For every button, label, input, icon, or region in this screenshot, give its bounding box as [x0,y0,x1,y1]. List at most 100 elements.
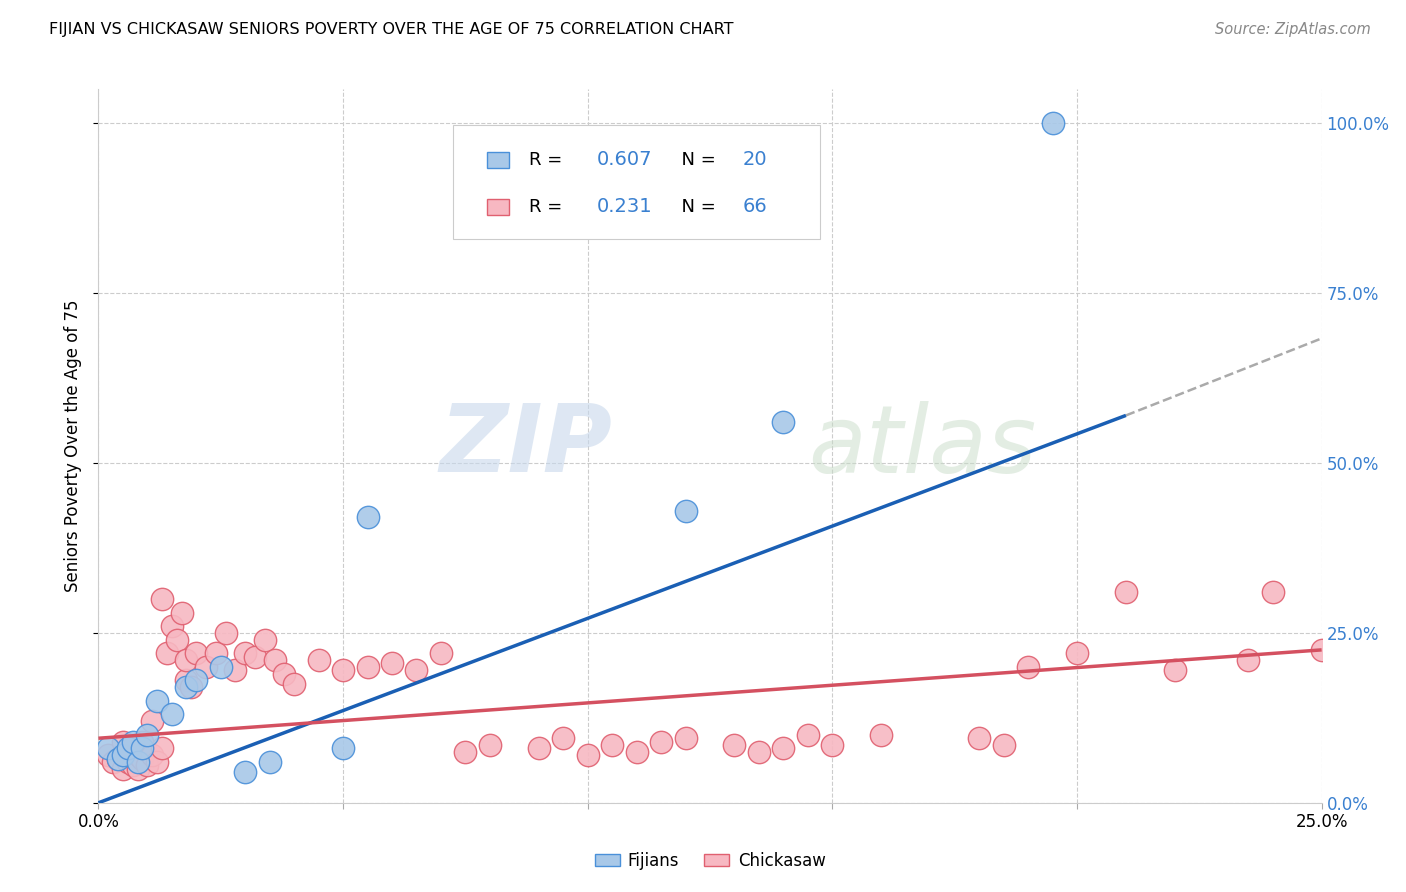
Point [117,755,139,769]
Text: 20: 20 [742,151,768,169]
Point [131,751,153,765]
Point [136,758,159,772]
Text: FIJIAN VS CHICKASAW SENIORS POVERTY OVER THE AGE OF 75 CORRELATION CHART: FIJIAN VS CHICKASAW SENIORS POVERTY OVER… [49,22,734,37]
Point [675,731,697,746]
Point [195,660,218,674]
FancyBboxPatch shape [488,199,509,215]
Point [121,758,143,772]
Point [283,677,305,691]
Point [253,632,276,647]
Point [111,762,134,776]
Point [821,738,844,752]
Point [141,714,163,729]
Point [160,707,183,722]
Point [478,738,501,752]
Point [332,663,354,677]
Point [772,741,794,756]
Point [209,660,232,674]
Point [356,660,378,674]
Point [527,741,550,756]
Point [180,680,202,694]
Point [650,734,672,748]
Point [1042,116,1064,130]
Point [97,741,120,756]
Point [111,734,134,748]
Point [430,646,453,660]
Point [127,748,149,763]
Point [186,646,208,660]
Point [150,741,173,756]
Point [205,646,228,660]
Point [797,728,820,742]
Point [101,755,124,769]
Point [97,748,120,763]
Text: R =: R = [529,151,568,169]
Point [176,680,198,694]
Point [243,649,266,664]
Point [233,646,256,660]
Point [576,748,599,763]
Point [156,646,179,660]
Y-axis label: Seniors Poverty Over the Age of 75: Seniors Poverty Over the Age of 75 [65,300,83,592]
Point [405,663,427,677]
FancyBboxPatch shape [453,125,820,239]
Point [127,762,149,776]
Point [1164,663,1187,677]
Point [214,626,236,640]
Point [748,745,770,759]
Text: R =: R = [529,198,568,216]
Point [675,503,697,517]
Text: 66: 66 [742,197,768,217]
Point [141,748,163,763]
Text: Source: ZipAtlas.com: Source: ZipAtlas.com [1215,22,1371,37]
Point [626,745,648,759]
Point [146,755,169,769]
Point [273,666,295,681]
Point [160,619,183,633]
Point [553,731,575,746]
Point [107,751,129,765]
Point [1066,646,1088,660]
Point [176,653,198,667]
Point [967,731,990,746]
Point [332,741,354,756]
Point [259,755,281,769]
Point [772,415,794,429]
Point [1115,585,1137,599]
Point [186,673,208,688]
Point [1237,653,1260,667]
Point [233,765,256,780]
Text: 0.607: 0.607 [596,151,652,169]
Legend: Fijians, Chickasaw: Fijians, Chickasaw [588,846,832,877]
Point [136,728,159,742]
Point [107,751,129,765]
Text: N =: N = [669,198,721,216]
FancyBboxPatch shape [488,153,509,168]
Point [993,738,1015,752]
Point [131,734,153,748]
Point [600,738,623,752]
Point [224,663,246,677]
Point [176,673,198,688]
Point [263,653,285,667]
Point [1310,643,1333,657]
Point [723,738,745,752]
Point [150,591,173,606]
Point [146,694,169,708]
Text: ZIP: ZIP [439,400,612,492]
Point [870,728,893,742]
Point [1261,585,1284,599]
Point [117,741,139,756]
Point [1017,660,1039,674]
Point [131,741,153,756]
Point [170,606,193,620]
Point [121,741,143,756]
Point [121,734,143,748]
Point [454,745,477,759]
Point [166,632,188,647]
Text: N =: N = [669,151,721,169]
Point [127,755,149,769]
Text: atlas: atlas [808,401,1036,491]
Text: 0.231: 0.231 [596,197,652,217]
Point [308,653,330,667]
